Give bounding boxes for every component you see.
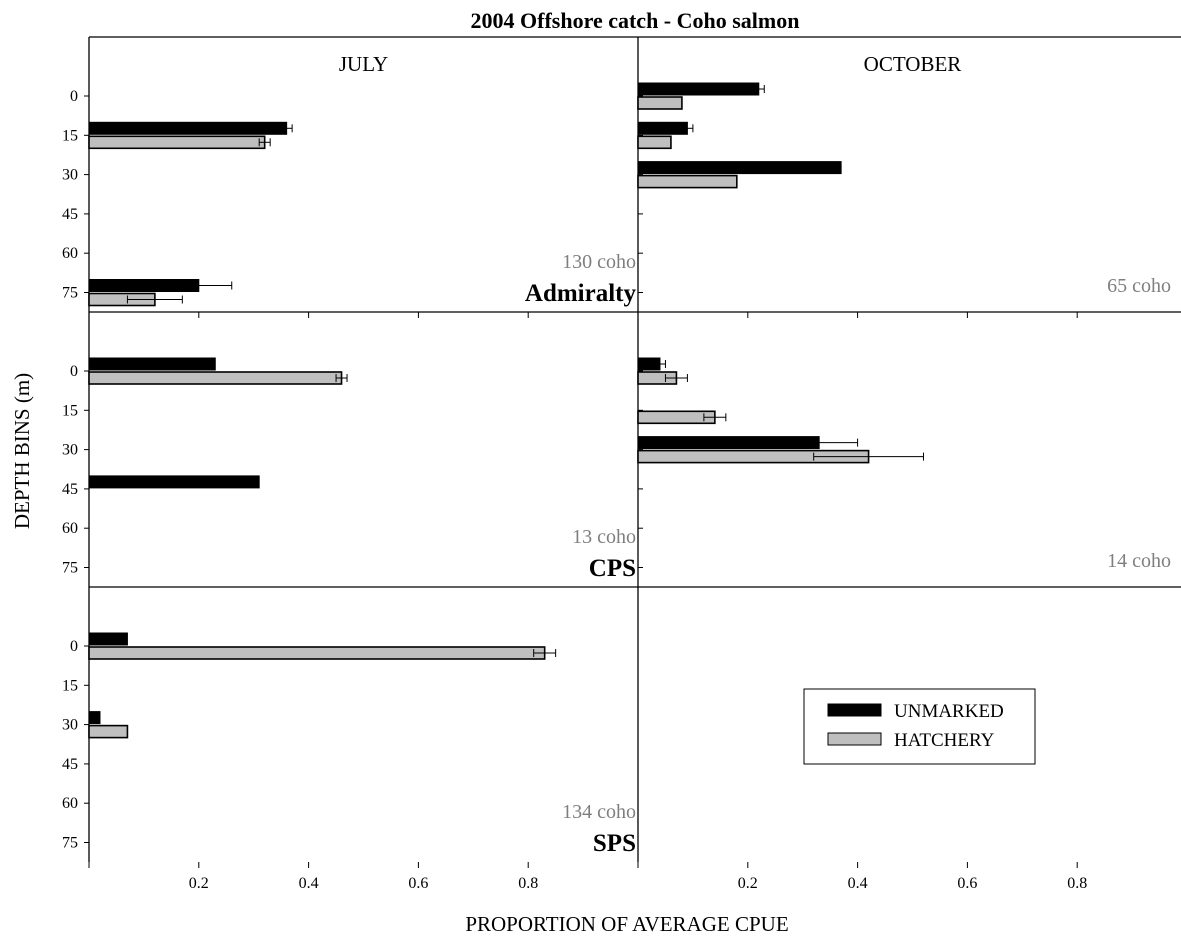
x-tick-label: 0.6 [957,875,977,892]
legend-label-unmarked: UNMARKED [894,701,1004,722]
y-tick-label: 60 [62,245,78,262]
plot-area: JULY OCTOBER 0 15 30 45 60 75 0 15 30 45 60 75 0 15 30 45… [62,36,1181,892]
y-tick-label: 30 [62,717,78,734]
x-tick-label: 0.4 [848,875,868,892]
y-tick-label: 60 [62,795,78,812]
month-label-october: OCTOBER [864,52,962,76]
y-tick-label: 15 [62,402,78,419]
x-tick-label: 0.4 [299,875,319,892]
unmarked-bar [637,82,760,96]
legend-label-hatchery: HATCHERY [894,730,995,751]
legend-swatch-hatchery [827,732,882,746]
y-tick-label: 0 [70,638,78,655]
region-label-admiralty: Admiralty [525,280,637,307]
hatchery-bar [637,96,683,110]
y-tick-label: 15 [62,127,78,144]
month-label-july: JULY [339,52,388,76]
chart-title: 2004 Offshore catch - Coho salmon [471,8,800,33]
x-tick-label: 0.2 [738,875,758,892]
y-tick-label: 75 [62,835,78,852]
y-tick-label: 45 [62,206,78,223]
y-tick-label: 75 [62,560,78,577]
unmarked-bar [88,357,216,371]
x-tick-label: 0.6 [408,875,428,892]
hatchery-bar [637,135,672,150]
unmarked-bar [637,121,688,135]
hatchery-bar [637,410,716,425]
y-tick-label: 60 [62,520,78,537]
region-label-sps: SPS [593,830,636,857]
sample-count-label: 13 coho [572,526,636,548]
region-label-cps: CPS [589,555,636,582]
sample-count-label: 65 coho [1107,275,1171,297]
x-tick-label: 0.8 [518,875,538,892]
unmarked-bar [88,632,128,646]
y-tick-label: 30 [62,442,78,459]
y-tick-label: 75 [62,285,78,302]
y-tick-label: 45 [62,756,78,773]
y-tick-label: 15 [62,677,78,694]
legend: UNMARKED HATCHERY [803,688,1036,765]
y-tick-label: 0 [70,363,78,380]
hatchery-bar [88,371,343,385]
legend-box [803,688,1036,765]
sample-count-label: 134 coho [562,801,636,823]
hatchery-bar [637,174,738,189]
x-tick-label: 0.2 [189,875,209,892]
y-tick-label: 45 [62,481,78,498]
sample-count-label: 14 coho [1107,550,1171,572]
y-tick-label: 0 [70,88,78,105]
unmarked-bar [88,711,101,725]
unmarked-bar [637,161,842,175]
y-tick-label: 30 [62,167,78,184]
x-axis-title: PROPORTION OF AVERAGE CPUE [465,912,788,936]
hatchery-bar [88,646,546,660]
hatchery-bar [88,135,266,150]
unmarked-bar [88,475,260,489]
unmarked-bar [88,121,288,135]
legend-swatch-unmarked [827,703,882,717]
sample-count-label: 130 coho [562,251,636,273]
hatchery-bar [88,724,129,739]
x-tick-label: 0.8 [1067,875,1087,892]
y-axis-title: DEPTH BINS (m) [10,373,34,529]
